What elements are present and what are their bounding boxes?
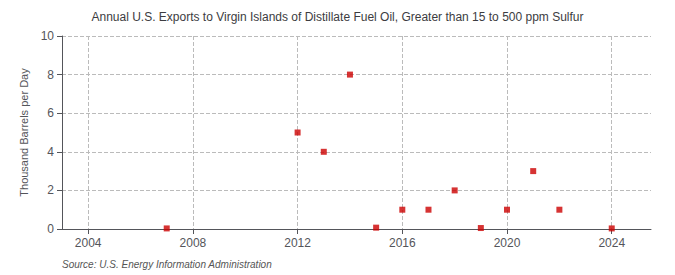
svg-text:2020: 2020 [494, 236, 521, 250]
svg-text:8: 8 [47, 68, 54, 82]
svg-text:10: 10 [41, 29, 55, 43]
svg-text:2004: 2004 [75, 236, 102, 250]
svg-text:2: 2 [47, 183, 54, 197]
svg-text:0: 0 [47, 222, 54, 236]
svg-text:2024: 2024 [598, 236, 625, 250]
svg-text:4: 4 [47, 145, 54, 159]
svg-text:Annual U.S. Exports to Virgin: Annual U.S. Exports to Virgin Islands of… [91, 10, 583, 24]
svg-text:6: 6 [47, 106, 54, 120]
svg-text:Thousand Barrels per Day: Thousand Barrels per Day [18, 68, 30, 197]
svg-text:2012: 2012 [284, 236, 311, 250]
svg-text:Source: U.S. Energy Informatio: Source: U.S. Energy Information Administ… [62, 259, 272, 270]
svg-text:2016: 2016 [389, 236, 416, 250]
svg-text:2008: 2008 [180, 236, 207, 250]
